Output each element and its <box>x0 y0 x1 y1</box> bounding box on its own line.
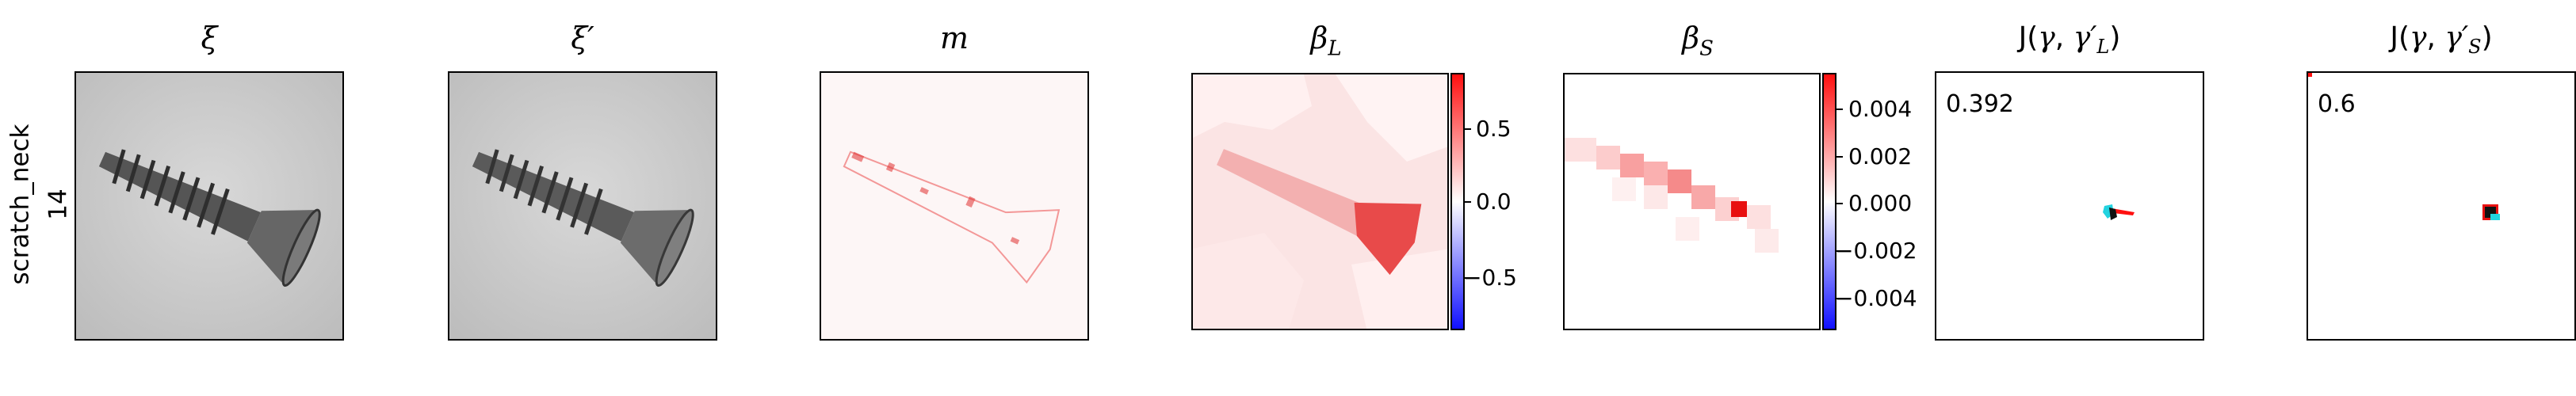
colorbar-beta-l <box>1450 73 1465 330</box>
title-xi: ξ <box>201 21 218 55</box>
j-l-overlay <box>2103 204 2135 220</box>
title-j-l: J(γ, γ′L) <box>2018 21 2121 59</box>
cbar-s-tick-0: 0.004 <box>1848 96 1913 122</box>
row-label-line2: 14 <box>44 188 73 220</box>
score-j-s: 0.6 <box>2318 90 2356 118</box>
panel-m-mask <box>820 71 1089 341</box>
cbar-s-tick-2: 0.000 <box>1848 190 1913 216</box>
screw-image-prime <box>449 73 716 339</box>
j-s-overlay <box>2308 73 2500 220</box>
beta-s-heatmap <box>1565 74 1819 329</box>
panel-beta-l <box>1191 73 1449 330</box>
title-xi-prime: ξ′ <box>571 21 594 55</box>
title-m: m <box>939 21 969 55</box>
title-j-s: J(γ, γ′S) <box>2390 21 2493 59</box>
panel-xi-prime-image <box>448 71 717 341</box>
cbar-l-tick-0: 0.5 <box>1476 116 1512 142</box>
score-j-l: 0.392 <box>1946 90 2014 118</box>
row-label: scratch_neck 14 <box>5 48 81 364</box>
cbar-s-tick-3: −0.002 <box>1835 238 1917 264</box>
title-beta-l: βL <box>1310 21 1342 61</box>
cbar-s-tick-1: 0.002 <box>1848 143 1913 169</box>
panel-beta-s <box>1563 73 1821 330</box>
panel-j-s: 0.6 <box>2307 71 2576 341</box>
panel-j-l: 0.392 <box>1935 71 2204 341</box>
title-beta-s: βS <box>1682 21 1714 61</box>
mask-image <box>821 73 1087 339</box>
cbar-l-tick-1: 0.0 <box>1476 188 1512 215</box>
screw-image <box>76 73 342 339</box>
cbar-l-tick-2: −0.5 <box>1463 265 1517 291</box>
panel-xi-image <box>75 71 344 341</box>
row-label-line1: scratch_neck <box>6 124 35 285</box>
beta-l-heatmap <box>1193 74 1447 329</box>
cbar-s-tick-4: −0.004 <box>1835 285 1917 311</box>
colorbar-beta-s <box>1822 73 1836 330</box>
